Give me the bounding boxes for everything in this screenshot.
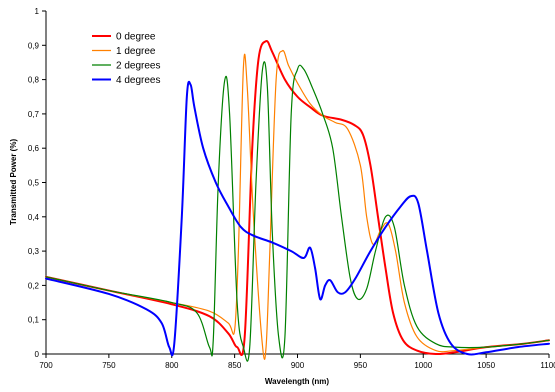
series-line-2-degrees <box>45 61 550 362</box>
legend-label: 4 degrees <box>116 75 160 86</box>
y-tick-label: 0,4 <box>28 213 40 222</box>
y-tick-label: 1 <box>35 7 40 16</box>
x-tick-label: 800 <box>165 361 179 370</box>
x-tick-label: 700 <box>39 361 53 370</box>
legend-label: 0 degree <box>116 32 156 43</box>
x-axis-ticks: 700 750 800 850 900 950 1000 1050 1100 <box>39 354 555 370</box>
series-layer <box>45 40 550 362</box>
series-line-0-degree <box>45 40 550 356</box>
y-tick-label: 0,6 <box>28 144 40 153</box>
x-tick-label: 950 <box>354 361 368 370</box>
y-axis-ticks: 0 0,1 0,2 0,3 0,4 0,5 0,6 0,7 0,8 0,9 1 <box>28 7 46 359</box>
legend-label: 1 degree <box>116 46 156 57</box>
series-line-4-degrees <box>45 80 550 357</box>
x-tick-label: 900 <box>291 361 305 370</box>
y-tick-label: 0,7 <box>28 110 40 119</box>
x-tick-label: 1000 <box>414 361 432 370</box>
x-tick-label: 750 <box>102 361 116 370</box>
x-tick-label: 850 <box>228 361 242 370</box>
y-tick-label: 0 <box>35 350 40 359</box>
y-tick-label: 0,9 <box>28 41 40 50</box>
y-tick-label: 0,3 <box>28 247 40 256</box>
y-axis-title: Transmitted Power (%) <box>9 139 18 226</box>
y-tick-label: 0,8 <box>28 76 40 85</box>
y-tick-label: 0,2 <box>28 281 40 290</box>
x-tick-label: 1050 <box>477 361 495 370</box>
x-tick-label: 1100 <box>540 361 555 370</box>
y-tick-label: 0,1 <box>28 316 40 325</box>
y-tick-label: 0,5 <box>28 179 40 188</box>
series-line-1-degree <box>45 49 550 360</box>
legend-label: 2 degrees <box>116 61 160 72</box>
x-axis-title: Wavelength (nm) <box>265 377 329 386</box>
legend: 0 degree 1 degree 2 degrees 4 degrees <box>92 32 160 86</box>
